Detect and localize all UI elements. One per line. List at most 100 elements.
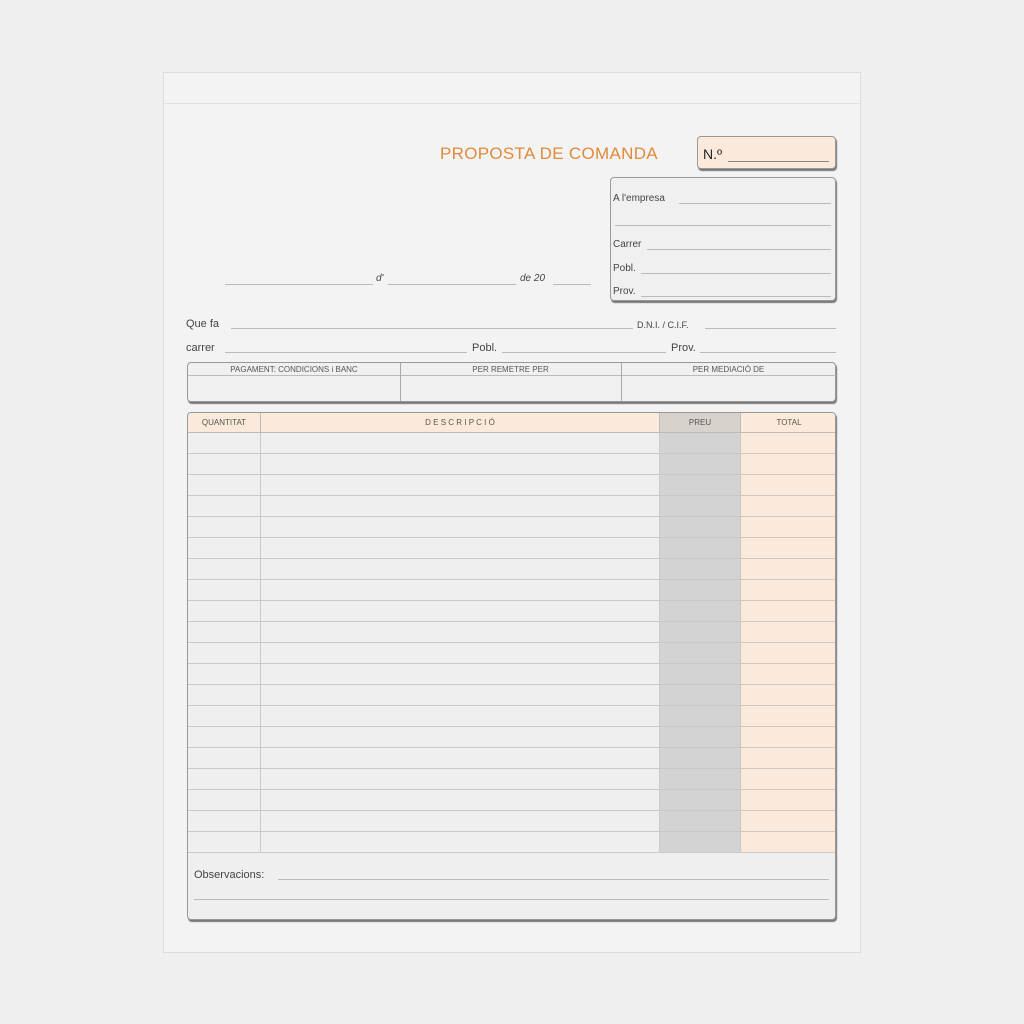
company-province-line[interactable] <box>641 296 831 297</box>
cell-description[interactable] <box>261 496 660 517</box>
cell-description[interactable] <box>261 664 660 685</box>
header-quantity: QUANTITAT <box>188 413 261 433</box>
cell-quantity[interactable] <box>188 790 261 811</box>
cell-price[interactable] <box>660 580 741 601</box>
company-line[interactable] <box>679 203 831 204</box>
cell-description[interactable] <box>261 769 660 790</box>
cell-description[interactable] <box>261 601 660 622</box>
cell-description[interactable] <box>261 433 660 454</box>
cell-price[interactable] <box>660 538 741 559</box>
cell-description[interactable] <box>261 580 660 601</box>
cell-quantity[interactable] <box>188 538 261 559</box>
cell-total[interactable] <box>741 706 835 727</box>
cell-quantity[interactable] <box>188 664 261 685</box>
cell-total[interactable] <box>741 748 835 769</box>
cell-total[interactable] <box>741 559 835 580</box>
payment-box: PAGAMENT: CONDICIONS i BANC PER REMETRE … <box>187 362 836 402</box>
cell-price[interactable] <box>660 811 741 832</box>
cell-description[interactable] <box>261 559 660 580</box>
cell-total[interactable] <box>741 685 835 706</box>
company-street-line[interactable] <box>647 249 831 250</box>
cell-description[interactable] <box>261 454 660 475</box>
company-town-line[interactable] <box>641 273 831 274</box>
cell-price[interactable] <box>660 727 741 748</box>
cell-total[interactable] <box>741 727 835 748</box>
cell-description[interactable] <box>261 475 660 496</box>
observations-line-2[interactable] <box>194 899 829 900</box>
cell-price[interactable] <box>660 790 741 811</box>
cell-description[interactable] <box>261 706 660 727</box>
cell-description[interactable] <box>261 643 660 664</box>
cell-description[interactable] <box>261 685 660 706</box>
cell-price[interactable] <box>660 748 741 769</box>
cell-quantity[interactable] <box>188 496 261 517</box>
cell-description[interactable] <box>261 538 660 559</box>
cell-total[interactable] <box>741 433 835 454</box>
cell-total[interactable] <box>741 643 835 664</box>
cell-total[interactable] <box>741 622 835 643</box>
client-name-line[interactable] <box>231 328 633 329</box>
cell-quantity[interactable] <box>188 559 261 580</box>
company-line-2[interactable] <box>615 225 831 226</box>
cell-description[interactable] <box>261 622 660 643</box>
cell-quantity[interactable] <box>188 811 261 832</box>
cell-total[interactable] <box>741 811 835 832</box>
cell-quantity[interactable] <box>188 517 261 538</box>
cell-price[interactable] <box>660 559 741 580</box>
cell-price[interactable] <box>660 643 741 664</box>
cell-quantity[interactable] <box>188 727 261 748</box>
cell-total[interactable] <box>741 769 835 790</box>
cell-quantity[interactable] <box>188 601 261 622</box>
cell-description[interactable] <box>261 727 660 748</box>
company-town-label: Pobl. <box>613 263 636 274</box>
cell-description[interactable] <box>261 517 660 538</box>
cell-price[interactable] <box>660 454 741 475</box>
cell-price[interactable] <box>660 622 741 643</box>
cell-description[interactable] <box>261 832 660 853</box>
cell-total[interactable] <box>741 475 835 496</box>
cell-price[interactable] <box>660 433 741 454</box>
cell-price[interactable] <box>660 664 741 685</box>
cell-description[interactable] <box>261 811 660 832</box>
cell-price[interactable] <box>660 517 741 538</box>
observations-line[interactable] <box>278 879 829 880</box>
cell-price[interactable] <box>660 685 741 706</box>
cell-quantity[interactable] <box>188 832 261 853</box>
client-dni-line[interactable] <box>705 328 836 329</box>
date-year-line[interactable] <box>553 284 591 285</box>
cell-price[interactable] <box>660 832 741 853</box>
cell-quantity[interactable] <box>188 475 261 496</box>
cell-quantity[interactable] <box>188 748 261 769</box>
cell-total[interactable] <box>741 664 835 685</box>
cell-description[interactable] <box>261 748 660 769</box>
cell-price[interactable] <box>660 475 741 496</box>
cell-price[interactable] <box>660 769 741 790</box>
cell-total[interactable] <box>741 454 835 475</box>
cell-price[interactable] <box>660 496 741 517</box>
date-place-line[interactable] <box>225 284 373 285</box>
cell-quantity[interactable] <box>188 643 261 664</box>
cell-quantity[interactable] <box>188 433 261 454</box>
order-number-field[interactable]: N.º <box>697 136 836 169</box>
cell-quantity[interactable] <box>188 685 261 706</box>
cell-total[interactable] <box>741 790 835 811</box>
cell-quantity[interactable] <box>188 706 261 727</box>
cell-description[interactable] <box>261 790 660 811</box>
date-month-line[interactable] <box>388 284 516 285</box>
cell-price[interactable] <box>660 706 741 727</box>
client-province-line[interactable] <box>700 352 836 353</box>
cell-total[interactable] <box>741 517 835 538</box>
cell-quantity[interactable] <box>188 454 261 475</box>
cell-total[interactable] <box>741 580 835 601</box>
cell-quantity[interactable] <box>188 769 261 790</box>
cell-price[interactable] <box>660 601 741 622</box>
cell-total[interactable] <box>741 832 835 853</box>
cell-quantity[interactable] <box>188 622 261 643</box>
client-street-line[interactable] <box>225 352 467 353</box>
cell-total[interactable] <box>741 601 835 622</box>
order-number-line <box>728 161 829 162</box>
cell-quantity[interactable] <box>188 580 261 601</box>
client-town-line[interactable] <box>502 352 666 353</box>
cell-total[interactable] <box>741 538 835 559</box>
cell-total[interactable] <box>741 496 835 517</box>
